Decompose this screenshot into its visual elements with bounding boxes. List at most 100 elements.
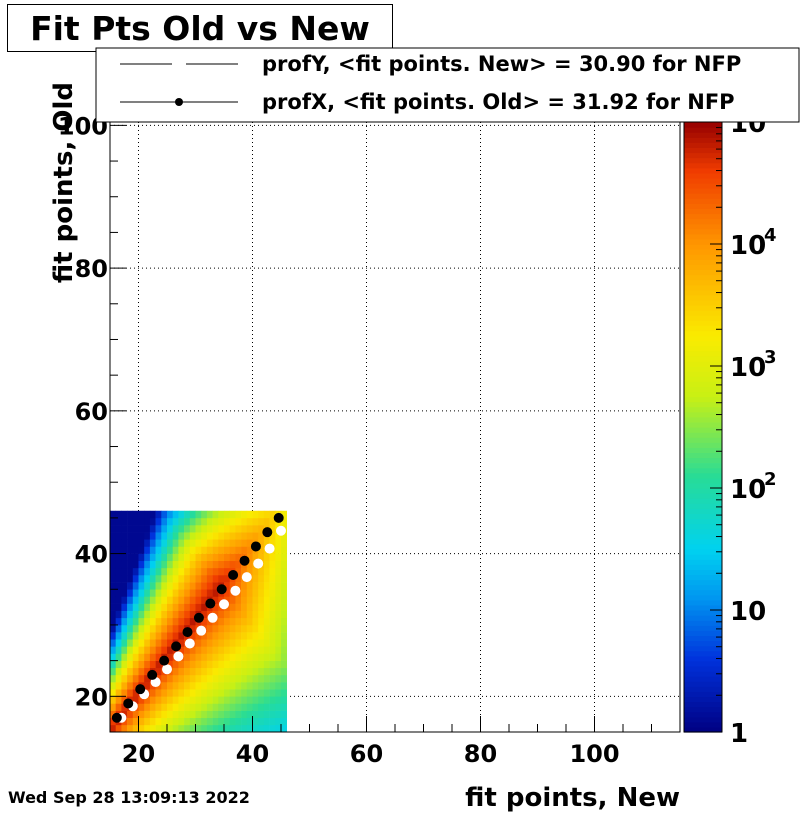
profX-point: [159, 655, 170, 666]
colorbar-segment: [684, 569, 722, 576]
heatmap-cell: [149, 510, 156, 519]
heatmap-cell: [252, 646, 259, 654]
heatmap-cell: [138, 546, 145, 554]
heatmap-cell: [115, 674, 122, 683]
heatmap-cell: [115, 610, 122, 619]
heatmap-cell: [201, 724, 208, 732]
colorbar-segment: [684, 559, 722, 565]
heatmap-cell: [149, 710, 156, 719]
heatmap-cell: [275, 596, 282, 604]
heatmap-cell: [281, 653, 287, 661]
heatmap-cell: [269, 703, 276, 711]
heatmap-cell: [155, 696, 162, 704]
heatmap-cell: [132, 589, 139, 597]
heatmap-cell: [115, 624, 122, 633]
heatmap-cell: [281, 574, 287, 583]
heatmap-cell: [224, 674, 230, 683]
heatmap-cell: [258, 717, 265, 726]
colorbar-segment: [684, 340, 722, 347]
heatmap-cell: [224, 567, 230, 576]
heatmap-cell: [127, 639, 134, 647]
heatmap-cell: [121, 724, 128, 732]
heatmap-cell: [275, 560, 282, 569]
heatmap-cell: [132, 682, 139, 690]
heatmap-cell: [235, 539, 242, 547]
heatmap-cell: [161, 510, 168, 519]
heatmap-cell: [167, 696, 173, 704]
heatmap-cell: [201, 632, 208, 640]
heatmap-cell: [115, 553, 122, 562]
heatmap-cell: [195, 525, 202, 533]
heatmap-cell: [195, 510, 202, 519]
heatmap-cell: [252, 653, 259, 661]
heatmap-cell: [138, 660, 145, 669]
colorbar-segment: [684, 574, 722, 581]
heatmap-cell: [241, 646, 248, 654]
heatmap-cell: [229, 560, 236, 569]
heatmap-cell: [138, 639, 145, 647]
heatmap-cell: [275, 674, 282, 683]
heatmap-cell: [269, 646, 276, 654]
heatmap-cell: [127, 567, 134, 576]
heatmap-cell: [172, 589, 179, 597]
heatmap-cell: [235, 596, 242, 604]
heatmap-cell: [206, 696, 213, 704]
heatmap-cell: [206, 574, 213, 583]
heatmap-cell: [127, 653, 134, 661]
heatmap-cell: [201, 510, 208, 519]
heatmap-cell: [121, 682, 128, 690]
heatmap-cell: [263, 582, 270, 590]
heatmap-cell: [184, 660, 191, 669]
heatmap-cell: [218, 703, 225, 711]
heatmap-cell: [252, 696, 259, 704]
heatmap-cell: [115, 582, 122, 590]
heatmap-cell: [218, 653, 225, 661]
heatmap-cell: [218, 696, 225, 704]
heatmap-cell: [189, 517, 196, 526]
heatmap-cell: [269, 610, 276, 619]
heatmap-cell: [110, 653, 116, 661]
heatmap-cell: [189, 646, 196, 654]
heatmap-cell: [189, 603, 196, 611]
heatmap-cell: [201, 646, 208, 654]
heatmap-cell: [184, 603, 191, 611]
colorbar-segment: [684, 213, 722, 220]
profY-point: [230, 585, 241, 596]
heatmap-cell: [195, 539, 202, 547]
heatmap-cell: [155, 560, 162, 569]
colorbar-tick-label: 10: [730, 597, 766, 627]
heatmap-cell: [138, 703, 145, 711]
colorbar-segment: [684, 193, 722, 199]
colorbar-segment: [684, 264, 722, 271]
heatmap-cell: [206, 553, 213, 562]
heatmap-cell: [229, 546, 236, 554]
heatmap-cell: [206, 689, 213, 697]
colorbar-segment: [684, 269, 722, 276]
heatmap-cell: [132, 717, 139, 726]
heatmap-cell: [172, 596, 179, 604]
heatmap-cell: [167, 639, 173, 647]
heatmap-cell: [241, 653, 248, 661]
heatmap-cell: [235, 560, 242, 569]
colorbar-segment: [684, 335, 722, 342]
y-tick-label: 60: [75, 398, 108, 426]
colorbar-segment: [684, 167, 722, 174]
colorbar-segment: [684, 330, 722, 337]
heatmap-cell: [127, 674, 134, 683]
heatmap-cell: [269, 667, 276, 676]
heatmap-cell: [149, 639, 156, 647]
heatmap-cell: [155, 639, 162, 647]
heatmap-cell: [195, 646, 202, 654]
colorbar-segment: [684, 538, 722, 545]
heatmap-cell: [172, 582, 179, 590]
heatmap-cell: [275, 582, 282, 590]
heatmap-cell: [178, 689, 185, 697]
heatmap-cell: [138, 603, 145, 611]
heatmap-cell: [178, 582, 185, 590]
colorbar-segment: [684, 579, 722, 586]
heatmap-cell: [241, 667, 248, 676]
heatmap-cell: [121, 510, 128, 519]
heatmap-cell: [241, 603, 248, 611]
heatmap-cells: [110, 510, 287, 732]
heatmap-cell: [149, 553, 156, 562]
